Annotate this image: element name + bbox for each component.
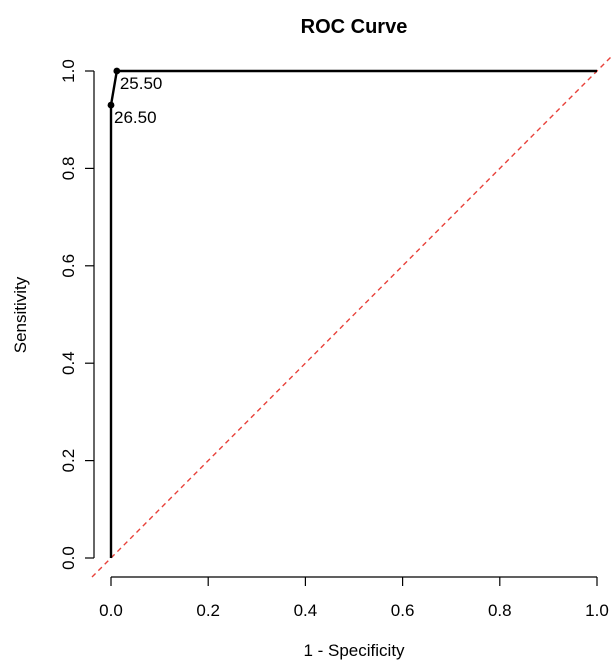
x-tick-label: 0.0 <box>99 601 123 620</box>
y-tick-label: 1.0 <box>59 59 78 83</box>
threshold-point <box>113 67 121 75</box>
x-tick-label: 0.2 <box>196 601 220 620</box>
y-axis-title: Sensitivity <box>11 276 30 353</box>
x-tick-label: 1.0 <box>585 601 609 620</box>
y-axis-ticks: 0.0 0.2 0.4 0.6 0.8 1.0 <box>59 59 94 570</box>
plot-area: 25.50 26.50 <box>91 54 613 578</box>
y-tick-label: 0.4 <box>59 351 78 375</box>
threshold-label: 25.50 <box>120 74 163 93</box>
chart-title: ROC Curve <box>301 16 408 38</box>
x-axis-title: 1 - Specificity <box>303 641 405 660</box>
y-tick-label: 0.2 <box>59 449 78 473</box>
x-tick-label: 0.4 <box>294 601 318 620</box>
reference-diagonal-line <box>91 54 613 578</box>
y-tick-label: 0.0 <box>59 546 78 570</box>
x-tick-label: 0.6 <box>391 601 415 620</box>
x-tick-label: 0.8 <box>488 601 512 620</box>
threshold-point <box>107 101 115 109</box>
threshold-label: 26.50 <box>114 108 157 127</box>
x-axis-ticks: 0.0 0.2 0.4 0.6 0.8 1.0 <box>99 577 609 620</box>
y-tick-label: 0.8 <box>59 157 78 181</box>
roc-curve-line <box>109 69 597 558</box>
y-tick-label: 0.6 <box>59 254 78 278</box>
